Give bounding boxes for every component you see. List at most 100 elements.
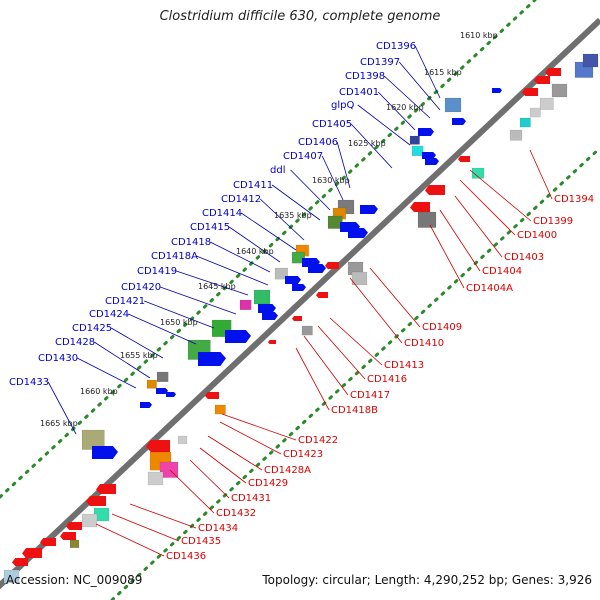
forward-gene-arrow	[285, 276, 301, 284]
accession-text: Accession: NC_009089	[6, 573, 143, 587]
kbp-tick-label: 1665 kbp	[40, 419, 78, 428]
reverse-leader-line	[439, 209, 481, 272]
forward-gene-label: CD1396	[376, 41, 416, 52]
forward-gene-block	[409, 135, 420, 145]
reverse-gene-arrow	[534, 76, 550, 84]
reverse-gene-label: CD1435	[181, 536, 221, 547]
kbp-tick-label: 1625 kbp	[348, 139, 386, 148]
reverse-gene-block	[214, 404, 226, 415]
reverse-gene-arrow	[268, 340, 276, 344]
reverse-gene-arrow	[66, 522, 82, 530]
kbp-tick-label: 1615 kbp	[424, 68, 462, 77]
reverse-gene-block	[301, 325, 313, 336]
forward-gene-label: CD1418	[171, 237, 211, 248]
reverse-gene-label: CD1394	[554, 194, 594, 205]
reverse-gene-label: CD1400	[517, 230, 557, 241]
reverse-gene-label: CD1418B	[331, 405, 378, 416]
forward-leader-line	[414, 45, 441, 99]
forward-leader-line	[240, 212, 297, 251]
forward-leader-line	[321, 155, 344, 201]
forward-gene-label: CD1414	[202, 208, 242, 219]
forward-leader-line	[110, 327, 164, 359]
forward-gene-arrow	[452, 118, 466, 125]
reverse-gene-label: CD1409	[422, 322, 462, 333]
forward-gene-block	[156, 371, 169, 383]
forward-gene-label: CD1405	[312, 119, 352, 130]
reverse-gene-block	[69, 539, 80, 549]
reverse-gene-label: CD1417	[350, 390, 390, 401]
reverse-leader-line	[129, 503, 197, 529]
reverse-gene-arrow	[410, 202, 430, 212]
reverse-gene-label: CD1413	[384, 360, 424, 371]
genome-summary-text: Topology: circular; Length: 4,290,252 bp…	[262, 573, 592, 587]
reverse-leader-line	[429, 224, 465, 289]
backbone-line	[0, 17, 600, 590]
reverse-gene-block	[539, 97, 554, 110]
reverse-gene-arrow	[86, 496, 106, 506]
forward-leader-line	[210, 241, 271, 273]
forward-gene-arrow	[258, 304, 276, 313]
kbp-tick-label: 1630 kbp	[312, 176, 350, 185]
forward-leader-line	[176, 270, 249, 296]
forward-gene-label: CD1430	[38, 353, 78, 364]
forward-gene-label: CD1425	[72, 323, 112, 334]
gene-features	[3, 53, 599, 584]
forward-leader-line	[271, 184, 321, 221]
forward-leader-line	[77, 357, 137, 389]
forward-gene-arrow	[140, 402, 152, 408]
reverse-gene-label: CD1410	[404, 338, 444, 349]
reverse-leader-line	[369, 267, 421, 328]
forward-gene-label: ddl	[270, 165, 285, 176]
reverse-gene-arrow	[40, 538, 56, 546]
forward-gene-label: CD1412	[221, 194, 261, 205]
reverse-leader-line	[199, 447, 247, 484]
forward-gene-block	[444, 97, 462, 113]
reverse-gene-block	[177, 435, 188, 445]
forward-gene-label: CD1398	[345, 71, 385, 82]
forward-leader-line	[47, 381, 77, 435]
forward-leader-line	[128, 313, 197, 345]
reverse-leader-line	[459, 179, 516, 236]
reverse-gene-arrow	[425, 185, 445, 195]
forward-gene-label: CD1411	[233, 180, 273, 191]
map-title: Clostridium difficile 630, complete geno…	[159, 9, 441, 24]
reverse-leader-line	[189, 459, 230, 499]
forward-gene-block	[146, 379, 157, 389]
reverse-gene-arrow	[60, 532, 76, 540]
reverse-gene-label: CD1416	[367, 374, 407, 385]
reverse-leader-line	[295, 347, 330, 411]
reverse-gene-block	[471, 167, 485, 179]
reverse-gene-block	[81, 513, 98, 528]
reverse-leader-line	[454, 195, 503, 258]
reverse-gene-label: CD1399	[533, 216, 573, 227]
reverse-gene-label: CD1431	[231, 493, 271, 504]
reverse-leader-line	[329, 317, 383, 366]
forward-gene-label: CD1420	[121, 282, 161, 293]
reverse-gene-label: CD1429	[248, 478, 288, 489]
forward-gene-label: CD1401	[339, 87, 379, 98]
reverse-gene-arrow	[458, 156, 470, 162]
reverse-leader-line	[169, 469, 215, 514]
reverse-gene-block	[351, 271, 368, 286]
forward-leader-line	[398, 61, 441, 111]
forward-gene-label: CD1421	[105, 296, 145, 307]
reverse-gene-arrow	[205, 392, 219, 399]
forward-leader-line	[259, 198, 305, 241]
forward-gene-arrow	[156, 388, 168, 394]
forward-leader-line	[383, 75, 431, 119]
forward-gene-label: CD1397	[360, 57, 400, 68]
forward-gene-arrow	[292, 284, 306, 291]
forward-leader-line	[350, 123, 393, 169]
reverse-gene-label: CD1434	[198, 523, 238, 534]
forward-gene-label: glpQ	[331, 100, 354, 111]
forward-gene-arrow	[418, 128, 434, 136]
forward-gene-arrow	[360, 205, 378, 214]
forward-gene-block	[291, 251, 306, 264]
reverse-gene-block	[3, 569, 20, 584]
inner-tick-track	[110, 146, 600, 600]
reverse-leader-line	[349, 277, 403, 344]
forward-gene-label: CD1428	[55, 337, 95, 348]
forward-gene-label: CD1407	[283, 151, 323, 162]
reverse-gene-block	[519, 117, 531, 128]
